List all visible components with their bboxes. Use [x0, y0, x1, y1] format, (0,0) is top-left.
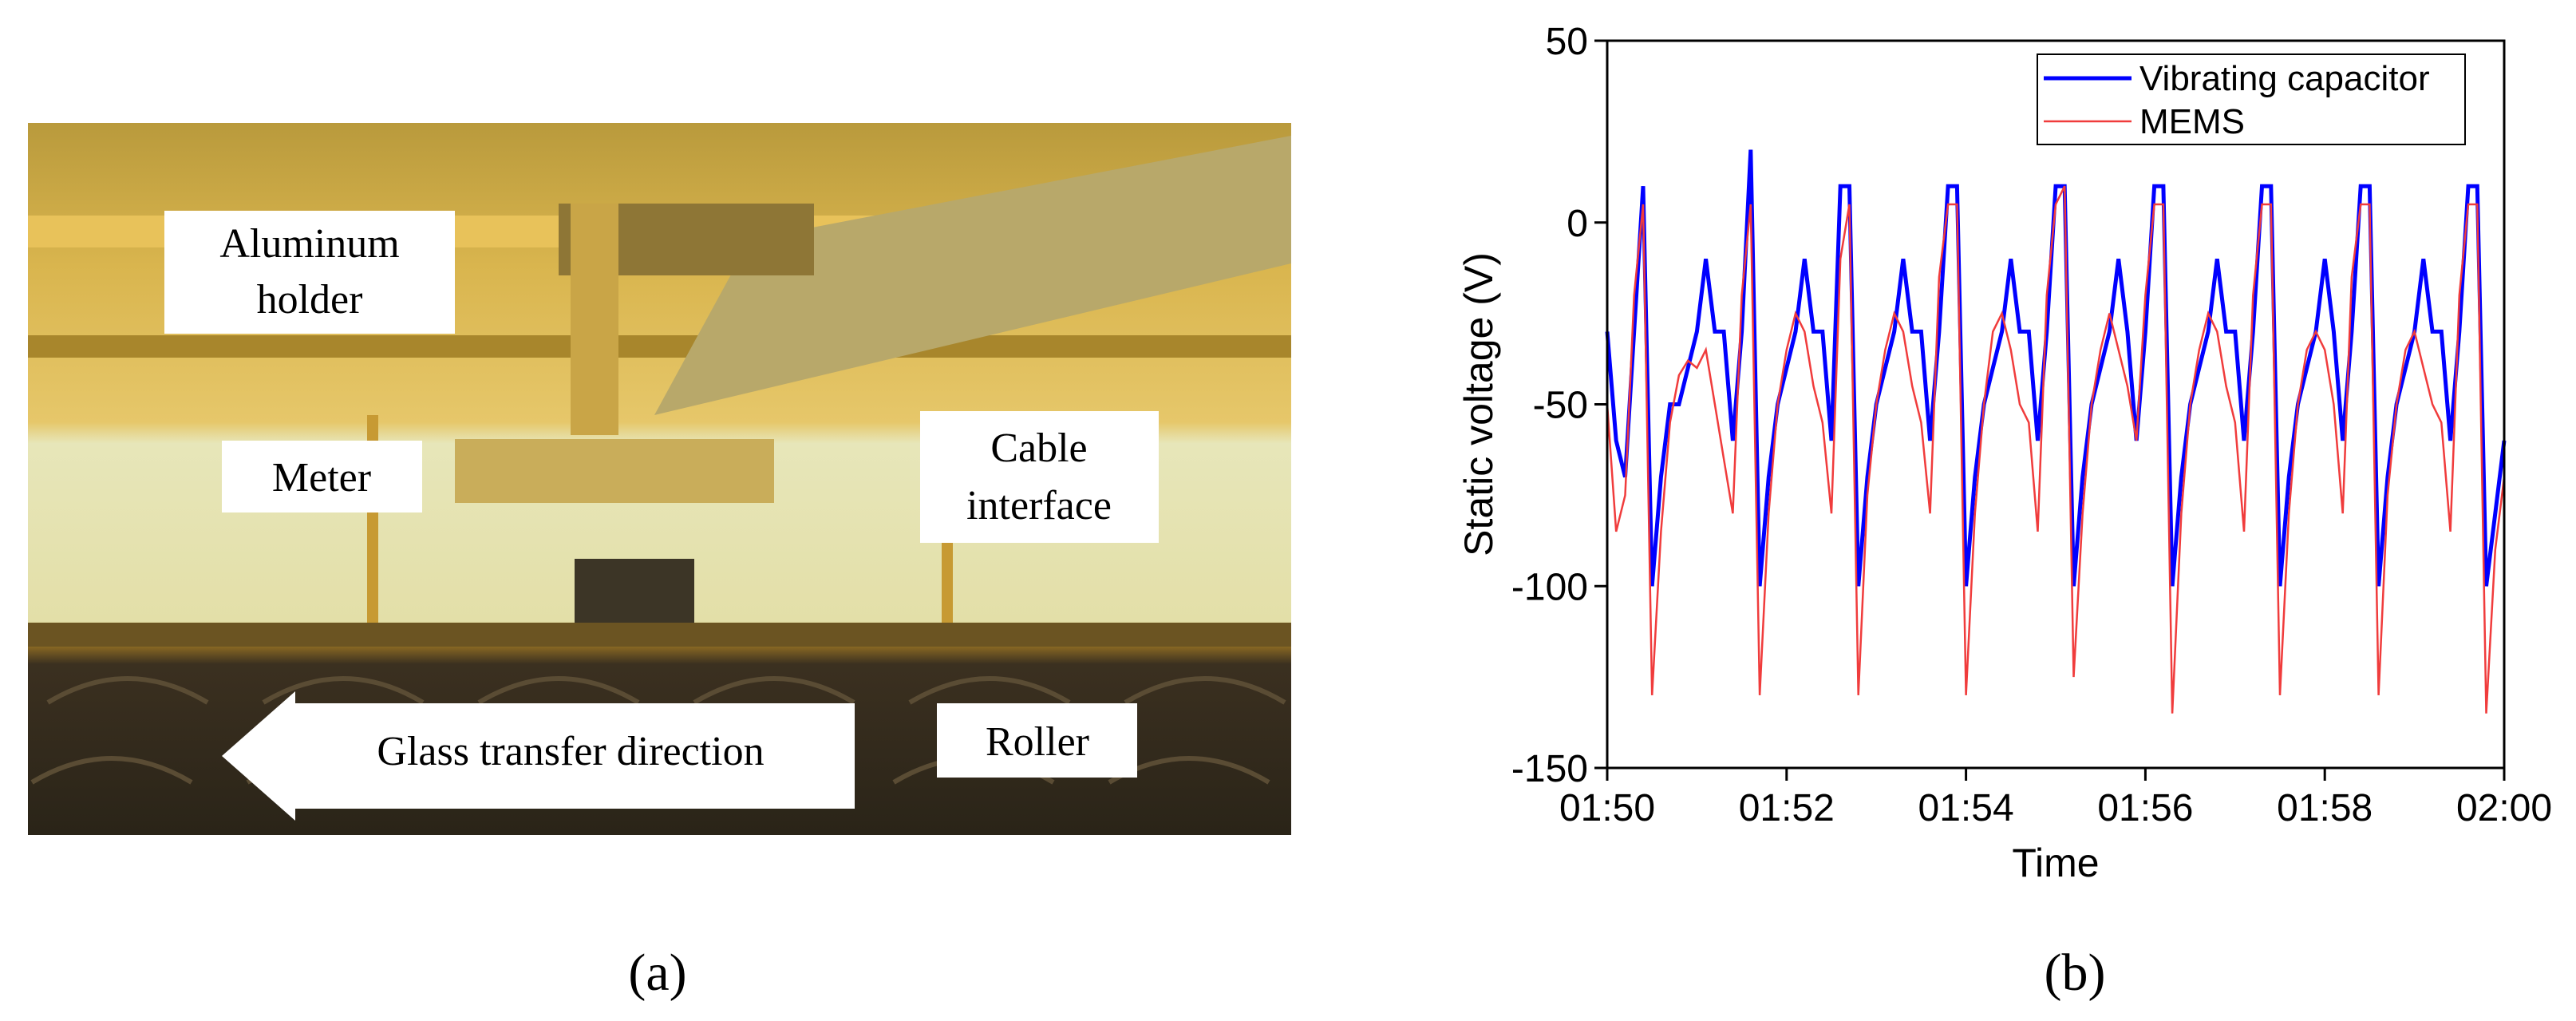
photo-label: interface — [966, 483, 1112, 528]
series-line — [1606, 185, 2506, 714]
y-tick-label: -100 — [1511, 566, 1588, 608]
photo: Aluminum holder Meter Cable interface Gl… — [28, 123, 1291, 835]
holder — [571, 204, 618, 435]
frame-bar — [28, 623, 1291, 647]
photo-label: Meter — [272, 455, 371, 501]
plot-frame — [1606, 39, 2506, 770]
device — [575, 559, 694, 631]
caption: (a) — [628, 944, 686, 1002]
beam — [28, 335, 1291, 358]
x-axis-title: Time — [2012, 841, 2099, 885]
legend-label: Vibrating capacitor — [2139, 59, 2430, 98]
y-tick-label: -150 — [1511, 748, 1588, 790]
caption: (b) — [2045, 944, 2106, 1002]
x-tick-label: 01:56 — [2097, 787, 2193, 829]
x-tick-label: 01:54 — [1918, 787, 2014, 829]
direction-arrow — [222, 691, 855, 821]
x-tick-label: 01:52 — [1739, 787, 1835, 829]
y-tick-label: 0 — [1567, 203, 1588, 245]
legend-box — [2037, 53, 2466, 145]
label-box — [164, 211, 455, 334]
rail — [654, 136, 1291, 415]
label-box — [920, 411, 1159, 543]
photo-label: Glass transfer direction — [377, 729, 764, 774]
photo-label: holder — [257, 277, 363, 323]
chart: -150 -100 -50 0 50 01:50 01:52 01:54 01:56 01:58 0… — [1456, 21, 2552, 885]
x-tick-label: 02:00 — [2456, 787, 2552, 829]
x-tick-label: 01:50 — [1559, 787, 1655, 829]
meter-body — [455, 439, 774, 503]
y-axis-title: Static voltage (V) — [1456, 252, 1501, 556]
x-tick-label: 01:58 — [2277, 787, 2373, 829]
label-box — [937, 703, 1137, 778]
photo-label: Roller — [986, 719, 1089, 765]
series-line — [1605, 149, 2507, 587]
photo-label: Aluminum — [219, 221, 399, 267]
y-tick-label: 50 — [1546, 21, 1588, 63]
label-box — [222, 441, 422, 512]
photo-label: Cable — [990, 425, 1087, 471]
legend-label: MEMS — [2139, 102, 2245, 141]
y-tick-label: -50 — [1533, 385, 1588, 427]
